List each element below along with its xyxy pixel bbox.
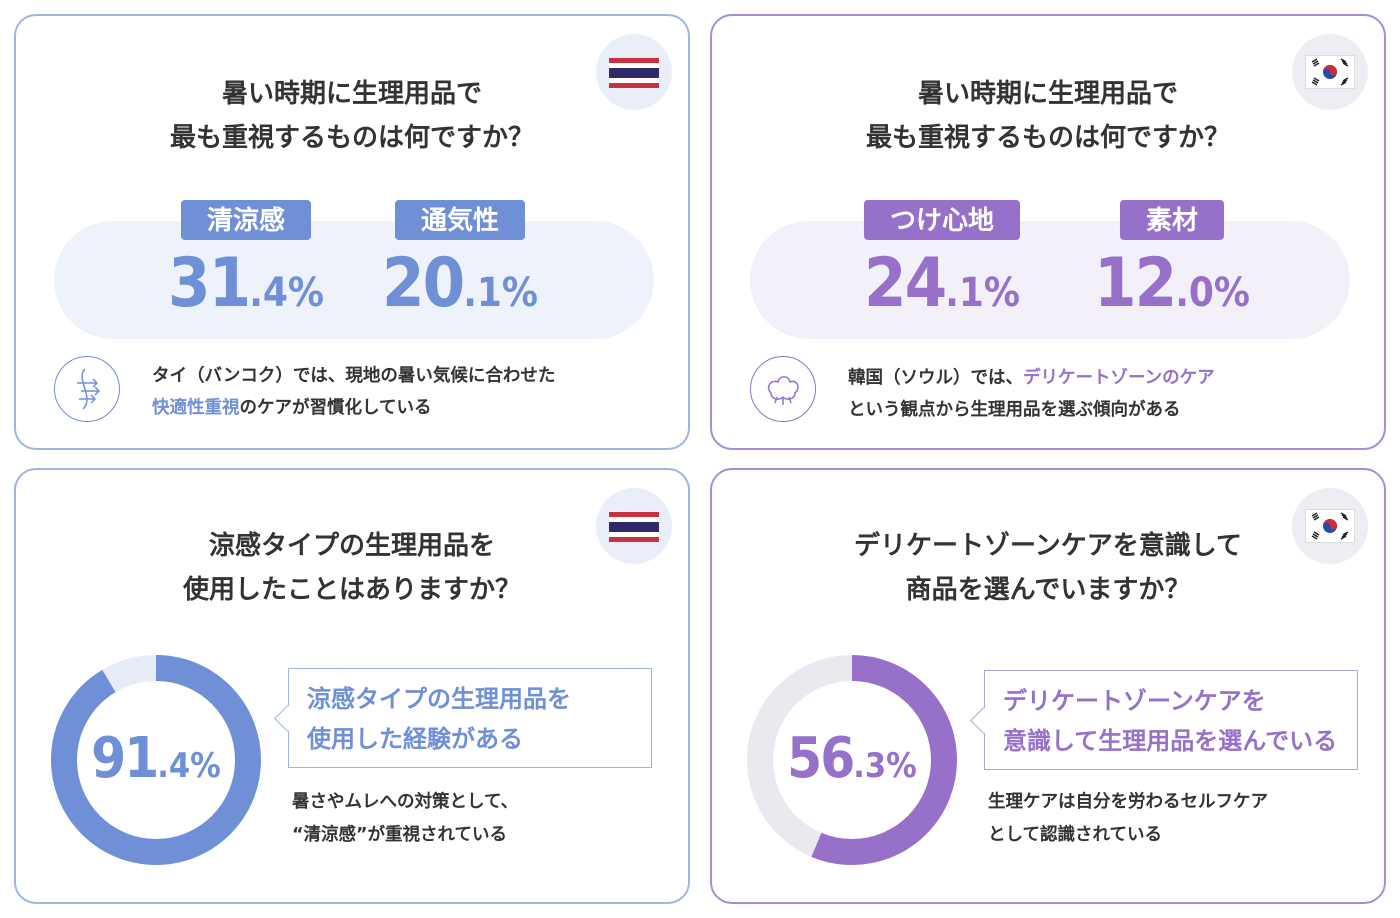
stat-material: 素材 12.0% bbox=[1072, 200, 1272, 323]
donut-arc-value bbox=[51, 655, 261, 865]
stat-value: 20.1% bbox=[382, 244, 538, 323]
thailand-flag-icon bbox=[609, 58, 659, 88]
stat-value: 12.0% bbox=[1094, 244, 1250, 323]
korea-delicate-card: デリケートゾーンケアを意識して 商品を選んでいますか？ 56.3% デリケートゾ… bbox=[710, 468, 1386, 904]
stat-value: 31.4% bbox=[168, 244, 324, 323]
stats-band bbox=[750, 221, 1350, 339]
donut-value: 56.3% bbox=[787, 726, 917, 791]
airflow-arrows-icon bbox=[54, 356, 120, 422]
stat-label: つけ心地 bbox=[863, 200, 1020, 240]
question-title: 暑い時期に生理用品で 最も重視するものは何ですか？ bbox=[169, 79, 534, 153]
korea-flag-badge bbox=[1292, 488, 1368, 564]
korea-flag-badge bbox=[1292, 34, 1368, 110]
thailand-cooling-card: 涼感タイプの生理用品を 使用したことはありますか？ 91.4% 涼感タイプの生理… bbox=[14, 468, 690, 904]
question-title: デリケートゾーンケアを意識して 商品を選んでいますか？ bbox=[854, 531, 1242, 605]
stat-value: 24.1% bbox=[864, 244, 1020, 323]
korea-flag-icon bbox=[1306, 56, 1354, 88]
donut-value: 91.4% bbox=[91, 726, 221, 791]
stat-label: 通気性 bbox=[394, 200, 525, 240]
insight-note: 暑さやムレへの対策として、 “清涼感”が重視されている bbox=[292, 792, 519, 845]
donut-chart bbox=[747, 655, 957, 865]
callout-box: デリケートゾーンケアを 意識して生理用品を選んでいる bbox=[984, 670, 1358, 770]
stat-comfort: つけ心地 24.1% bbox=[842, 200, 1042, 323]
thailand-flag-icon bbox=[609, 512, 659, 542]
stats-band bbox=[54, 221, 654, 339]
question-title: 涼感タイプの生理用品を 使用したことはありますか？ bbox=[182, 531, 521, 605]
korea-priority-card: 暑い時期に生理用品で 最も重視するものは何ですか？ つけ心地 24.1% 素材 … bbox=[710, 14, 1386, 450]
question-title: 暑い時期に生理用品で 最も重視するものは何ですか？ bbox=[865, 79, 1230, 153]
cotton-flower-icon bbox=[750, 356, 816, 422]
insight-note: タイ（バンコク）では、現地の暑い気候に合わせた 快適性重視のケアが習慣化している bbox=[152, 366, 556, 418]
thailand-priority-card: 暑い時期に生理用品で 最も重視するものは何ですか？ 清涼感 31.4% 通気性 … bbox=[14, 14, 690, 450]
stat-label: 清涼感 bbox=[180, 200, 311, 240]
thailand-flag-badge bbox=[596, 488, 672, 564]
thailand-flag-badge bbox=[596, 34, 672, 110]
stat-cooling: 清涼感 31.4% bbox=[146, 200, 346, 323]
donut-arc-value bbox=[747, 655, 957, 865]
insight-note: 生理ケアは自分を労わるセルフケア として認識されている bbox=[988, 792, 1268, 845]
stat-breathability: 通気性 20.1% bbox=[360, 200, 560, 323]
korea-flag-icon bbox=[1306, 510, 1354, 542]
insight-note: 韓国（ソウル）では、デリケートゾーンのケア という観点から生理用品を選ぶ傾向があ… bbox=[848, 368, 1215, 420]
callout-box: 涼感タイプの生理用品を 使用した経験がある bbox=[288, 668, 652, 768]
donut-chart bbox=[51, 655, 261, 865]
stat-label: 素材 bbox=[1119, 200, 1224, 240]
